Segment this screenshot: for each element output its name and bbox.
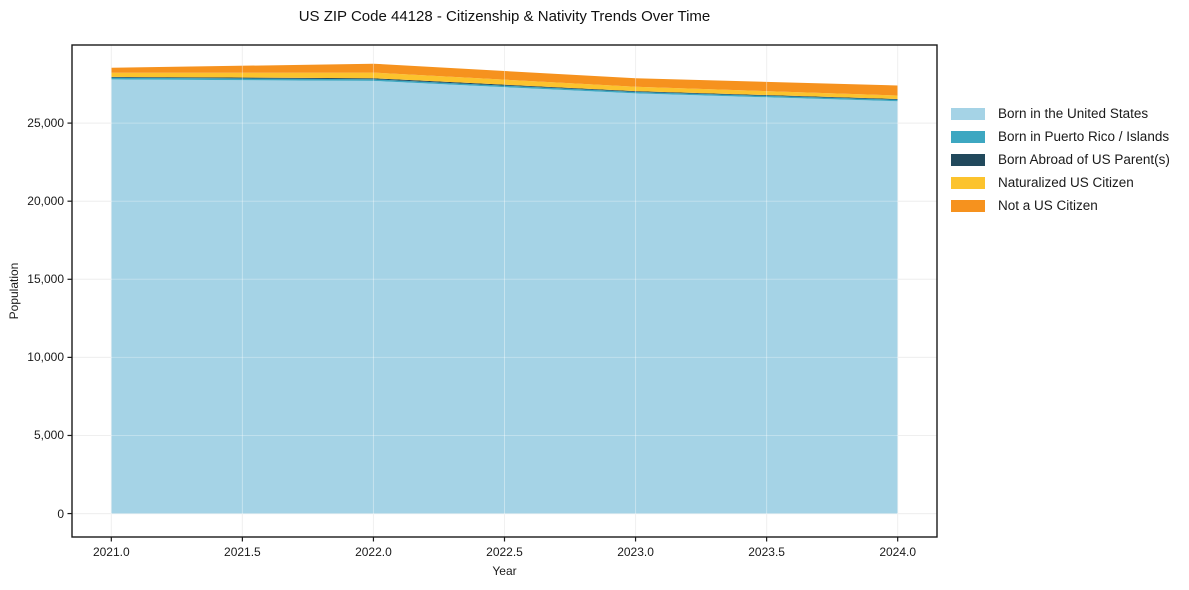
legend-item: Born in the United States <box>951 102 1170 125</box>
legend-label: Born Abroad of US Parent(s) <box>998 152 1170 167</box>
x-tick-label: 2024.0 <box>879 545 917 559</box>
legend-swatch <box>951 199 985 212</box>
area-not-a-us-citizen <box>111 63 898 96</box>
x-axis-label: Year <box>492 564 517 578</box>
legend-label: Not a US Citizen <box>998 198 1098 213</box>
y-tick-label: 10,000 <box>27 350 64 365</box>
y-tick-label: 20,000 <box>27 194 64 209</box>
x-tick-label: 2023.0 <box>617 545 654 559</box>
x-tick-label: 2022.0 <box>355 545 392 559</box>
legend-swatch <box>951 130 985 143</box>
x-tick-label: 2021.0 <box>92 545 130 559</box>
legend-item: Not a US Citizen <box>951 194 1170 217</box>
legend-label: Born in the United States <box>998 106 1149 121</box>
legend-label: Born in Puerto Rico / Islands <box>998 129 1170 144</box>
y-tick-label: 15,000 <box>27 272 64 287</box>
chart-title: US ZIP Code 44128 - Citizenship & Nativi… <box>298 8 711 25</box>
y-axis-label: Population <box>7 262 21 320</box>
legend-swatch <box>951 176 985 189</box>
x-tick-label: 2022.5 <box>486 545 523 559</box>
legend-item: Naturalized US Citizen <box>951 171 1170 194</box>
x-tick-label: 2021.5 <box>224 545 261 559</box>
legend: Born in the United States Born in Puerto… <box>951 102 1170 217</box>
area-born-in-the-united-states <box>111 79 898 514</box>
y-tick-label: 0 <box>57 506 64 521</box>
y-tick-label: 25,000 <box>27 116 64 131</box>
y-tick-label: 5,000 <box>33 428 64 443</box>
legend-label: Naturalized US Citizen <box>998 175 1134 190</box>
x-tick-label: 2023.5 <box>748 545 785 559</box>
legend-item: Born Abroad of US Parent(s) <box>951 148 1170 171</box>
legend-swatch <box>951 153 985 166</box>
legend-swatch <box>951 107 985 120</box>
legend-item: Born in Puerto Rico / Islands <box>951 125 1170 148</box>
area-born-in-puerto-rico-islands <box>111 77 898 102</box>
area-naturalized-us-citizen <box>111 72 898 99</box>
